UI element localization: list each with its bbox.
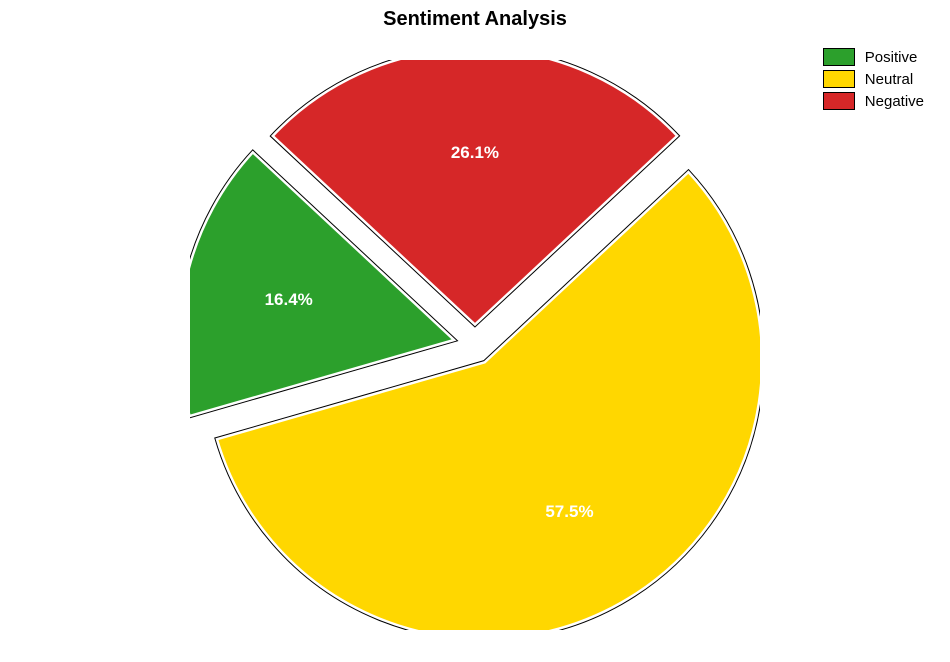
legend-item-negative: Negative [823, 92, 924, 110]
slice-label: 16.4% [265, 290, 313, 310]
slice-label: 57.5% [545, 502, 593, 522]
legend-label: Neutral [865, 71, 913, 88]
chart-title: Sentiment Analysis [0, 8, 950, 31]
legend-label: Positive [865, 49, 918, 66]
legend: Positive Neutral Negative [823, 48, 924, 114]
slice-label: 26.1% [451, 143, 499, 163]
pie-chart: 26.1% 57.5% 16.4% [190, 60, 760, 630]
legend-item-neutral: Neutral [823, 70, 924, 88]
legend-item-positive: Positive [823, 48, 924, 66]
legend-swatch [823, 48, 855, 66]
legend-swatch [823, 70, 855, 88]
legend-label: Negative [865, 93, 924, 110]
legend-swatch [823, 92, 855, 110]
